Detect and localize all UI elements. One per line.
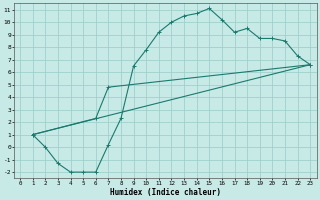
X-axis label: Humidex (Indice chaleur): Humidex (Indice chaleur): [110, 188, 220, 197]
